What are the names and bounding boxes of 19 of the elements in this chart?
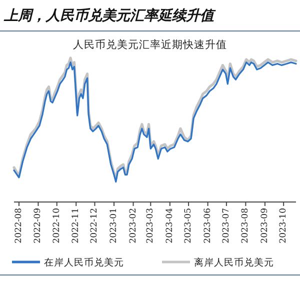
x-tick-label: 2022-09	[33, 208, 44, 244]
x-tick-label: 2023-03	[146, 208, 156, 244]
x-tick-label: 2023-04	[164, 208, 175, 244]
x-tick-label: 2023-07	[221, 208, 232, 244]
chart-subtitle: 人民币兑美元汇率近期快速升值	[73, 38, 227, 51]
legend-label: 离岸人民币兑美元	[194, 256, 274, 268]
x-tick-label: 2022-12	[90, 208, 100, 244]
x-tick-label: 2023-08	[240, 208, 251, 244]
x-tick-label: 2023-09	[260, 208, 270, 244]
x-tick-label: 2023-01	[109, 208, 120, 244]
x-tick-label: 2023-06	[202, 208, 213, 244]
x-tick-label: 2022-10	[52, 208, 62, 244]
x-tick-label: 2023-10	[278, 208, 289, 244]
x-tick-label: 2023-02	[128, 208, 138, 244]
legend-label: 在岸人民币兑美元	[44, 256, 124, 268]
x-tick-label: 2023-05	[184, 208, 194, 244]
x-tick-label: 2022-08	[14, 208, 24, 244]
x-tick-label: 2022-11	[71, 208, 82, 244]
chart-title: 上周，人民币兑美元汇率延续升值	[3, 7, 216, 24]
